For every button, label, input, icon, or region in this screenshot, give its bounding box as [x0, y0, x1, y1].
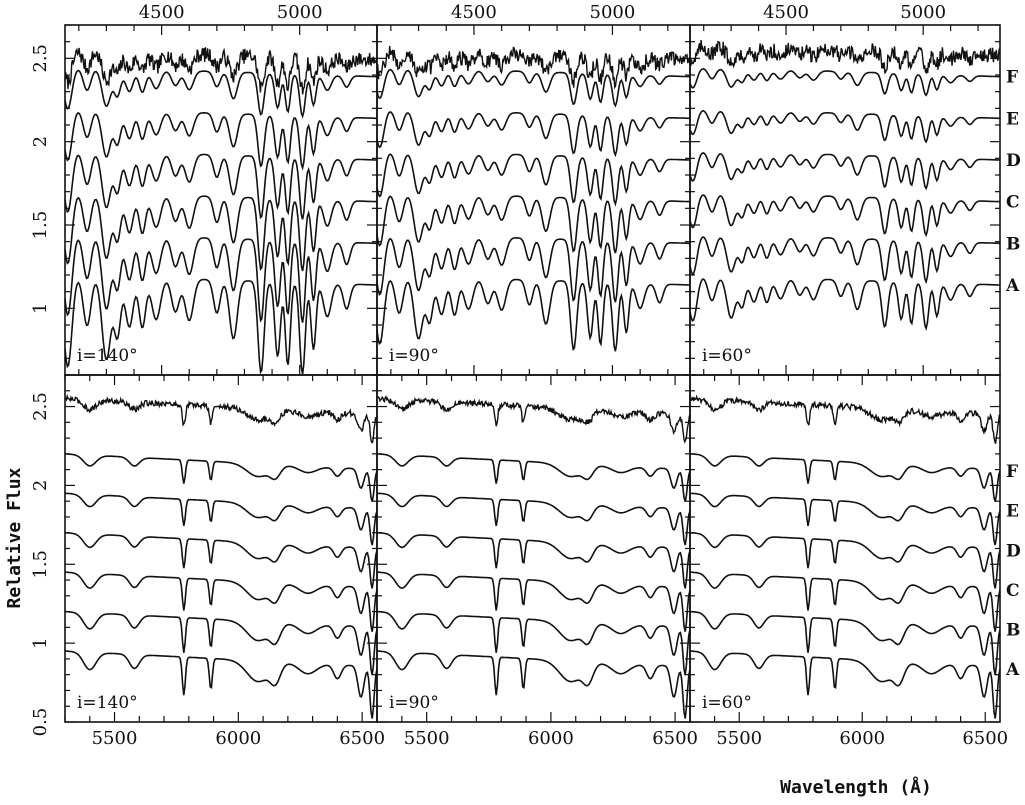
inclination-label: i=140° — [77, 346, 138, 366]
inclination-label: i=140° — [77, 693, 138, 713]
x-tick-label: 5000 — [277, 2, 323, 23]
model-spectrum-E — [64, 237, 377, 323]
model-spectrum-F — [689, 278, 1000, 332]
inclination-label: i=60° — [702, 693, 752, 713]
model-label-C: C — [1006, 193, 1020, 213]
model-spectrum-E — [376, 610, 691, 676]
observed-spectrum — [689, 394, 1001, 444]
observed-spectrum — [64, 393, 378, 444]
inclination-label: i=60° — [702, 346, 752, 366]
model-label-F: F — [1006, 68, 1018, 88]
model-label-E: E — [1006, 109, 1019, 129]
model-spectrum-E — [64, 610, 378, 676]
y-tick-label: 0.5 — [30, 708, 51, 737]
panel-top-row-1: 4500 5000 1 1.5 2 2.5 i=140° — [30, 2, 378, 376]
inclination-label: i=90° — [389, 346, 439, 366]
model-spectrum-C — [689, 531, 1001, 589]
y-tick-label: 1.5 — [30, 550, 51, 579]
y-tick-label: 1 — [30, 637, 51, 648]
x-tick-label: 5500 — [92, 728, 138, 749]
model-label-A: A — [1005, 276, 1020, 296]
model-spectrum-C — [376, 531, 691, 589]
model-spectrum-F — [376, 278, 690, 352]
model-spectrum-B — [376, 492, 691, 546]
model-label-B: B — [1006, 234, 1020, 254]
model-spectrum-A — [376, 68, 691, 108]
x-axis-label: Wavelength (Å) — [780, 775, 932, 798]
model-spectrum-C — [689, 152, 1000, 191]
observed-spectrum — [376, 45, 691, 90]
model-spectrum-B — [64, 111, 377, 171]
x-tick-label: 4500 — [451, 2, 497, 23]
model-spectrum-F — [689, 650, 1001, 719]
model-spectrum-C — [64, 531, 378, 589]
y-tick-label: 2 — [30, 136, 51, 147]
x-tick-label: 4500 — [139, 2, 185, 23]
panel-bottom-row-2: 5500 6000 6500 i=90° — [376, 374, 698, 749]
observed-spectrum — [64, 47, 378, 95]
model-label-E: E — [1006, 502, 1019, 522]
model-spectrum-A — [64, 69, 378, 119]
x-tick-label: 5500 — [716, 728, 762, 749]
x-tick-label: 6500 — [962, 728, 1008, 749]
y-tick-label: 1.5 — [30, 211, 51, 240]
observed-spectrum — [689, 40, 1001, 75]
model-spectrum-D — [376, 195, 691, 254]
x-tick-label: 6000 — [839, 728, 885, 749]
model-label-C: C — [1006, 581, 1020, 601]
panel-top-row-3: 4500 5000 i=60° F E D C B A — [689, 2, 1021, 376]
model-spectrum-D — [377, 571, 691, 632]
model-spectrum-B — [64, 492, 378, 546]
model-spectrum-B — [689, 492, 1001, 546]
model-spectrum-C — [376, 153, 690, 207]
model-spectrum-D — [690, 571, 1001, 632]
panel-frame — [689, 24, 1001, 376]
model-label-D: D — [1006, 541, 1021, 561]
model-spectrum-D — [689, 194, 1001, 238]
model-label-F: F — [1006, 462, 1018, 482]
inclination-label: i=90° — [389, 693, 439, 713]
model-label-B: B — [1006, 620, 1020, 640]
x-tick-label: 5500 — [404, 728, 450, 749]
observed-spectrum — [376, 395, 691, 444]
model-spectrum-B — [376, 110, 690, 158]
model-spectrum-C — [64, 153, 377, 220]
y-tick-label: 2 — [30, 480, 51, 491]
model-label-A: A — [1005, 660, 1020, 680]
x-tick-label: 6000 — [215, 728, 261, 749]
x-tick-label: 6500 — [652, 728, 698, 749]
x-tick-label: 4500 — [763, 2, 809, 23]
x-tick-label: 5000 — [900, 2, 946, 23]
model-spectrum-D — [65, 571, 378, 632]
model-spectrum-F — [376, 650, 691, 719]
model-spectrum-A — [689, 67, 1001, 97]
model-spectrum-A — [65, 453, 378, 502]
y-tick-label: 1 — [30, 303, 51, 314]
model-spectrum-A — [690, 453, 1001, 502]
model-spectrum-D — [64, 195, 378, 272]
model-label-D: D — [1006, 151, 1021, 171]
x-tick-label: 6000 — [528, 728, 574, 749]
model-spectrum-B — [689, 109, 1000, 144]
model-spectrum-F — [64, 650, 378, 719]
model-spectrum-E — [689, 236, 1000, 285]
y-axis-label: Relative Flux — [4, 467, 25, 608]
x-tick-label: 5000 — [590, 2, 636, 23]
y-tick-label: 2.5 — [30, 392, 51, 421]
model-spectrum-E — [376, 237, 690, 303]
model-spectrum-A — [377, 453, 691, 502]
x-tick-label: 6500 — [339, 728, 385, 749]
model-spectrum-F — [64, 278, 377, 375]
model-spectrum-E — [689, 610, 1001, 676]
y-tick-label: 2.5 — [30, 44, 51, 73]
panel-top-row-2: 4500 5000 i=90° — [376, 2, 691, 376]
panel-bottom-row-1: 5500 6000 6500 0.5 1 1.5 2 2.5 i=140° — [30, 374, 385, 749]
